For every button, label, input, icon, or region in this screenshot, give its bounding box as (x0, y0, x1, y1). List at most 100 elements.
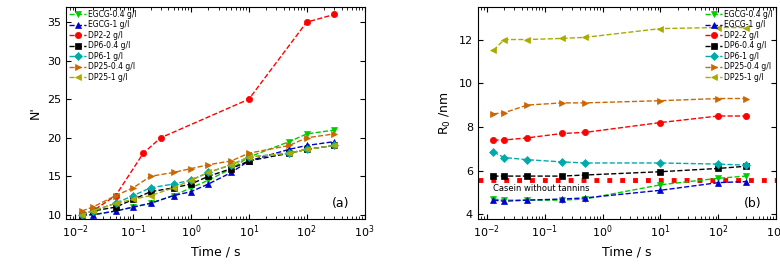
DP6-0.4 g/l (186, 183, 196, 186)
EGCG-1 g/l (186, 190, 196, 193)
DP25-0.4 g/l (186, 167, 196, 170)
Line: EGCG-0.4 g/l: EGCG-0.4 g/l (491, 173, 749, 203)
DP2-2 g/l (139, 151, 148, 155)
Legend: EGCG-0.4 g/l, EGCG-1 g/l, DP2-2 g/l, DP6-0.4 g/l, DP6-1 g/l, DP25-0.4 g/l, DP25-: EGCG-0.4 g/l, EGCG-1 g/l, DP2-2 g/l, DP6… (704, 9, 774, 83)
Text: (b): (b) (743, 197, 761, 210)
DP6-0.4 g/l (580, 173, 590, 177)
DP6-0.4 g/l (489, 174, 498, 178)
EGCG-1 g/l (88, 213, 98, 217)
EGCG-0.4 g/l (204, 178, 213, 182)
DP6-1 g/l (88, 209, 98, 212)
DP2-2 g/l (302, 21, 311, 24)
Y-axis label: R$_0$ /nm: R$_0$ /nm (438, 91, 453, 135)
DP25-1 g/l (656, 27, 665, 30)
EGCG-1 g/l (741, 180, 750, 183)
DP25-0.4 g/l (499, 111, 509, 114)
Line: DP6-1 g/l: DP6-1 g/l (491, 149, 749, 168)
DP6-1 g/l (499, 156, 509, 159)
EGCG-0.4 g/l (302, 132, 311, 136)
Line: DP6-0.4 g/l: DP6-0.4 g/l (491, 163, 749, 179)
DP6-1 g/l (741, 164, 750, 167)
DP6-1 g/l (227, 163, 236, 166)
EGCG-0.4 g/l (558, 198, 567, 202)
EGCG-0.4 g/l (523, 198, 532, 202)
DP6-1 g/l (111, 202, 120, 205)
DP25-0.4 g/l (302, 136, 311, 139)
EGCG-1 g/l (714, 181, 723, 184)
EGCG-0.4 g/l (499, 198, 509, 202)
DP25-0.4 g/l (146, 175, 155, 178)
Text: (a): (a) (332, 197, 349, 210)
DP6-1 g/l (302, 148, 311, 151)
EGCG-1 g/l (129, 205, 138, 209)
DP25-1 g/l (714, 26, 723, 29)
DP6-0.4 g/l (169, 186, 179, 190)
Line: DP6-1 g/l: DP6-1 g/l (79, 142, 338, 218)
DP25-0.4 g/l (285, 144, 294, 147)
EGCG-1 g/l (227, 171, 236, 174)
DP25-0.4 g/l (714, 97, 723, 100)
DP25-1 g/l (558, 37, 567, 40)
EGCG-1 g/l (244, 159, 254, 163)
DP6-1 g/l (714, 163, 723, 166)
EGCG-0.4 g/l (285, 140, 294, 143)
Text: Casein without tannins: Casein without tannins (494, 184, 590, 193)
DP2-2 g/l (489, 139, 498, 142)
Line: EGCG-0.4 g/l: EGCG-0.4 g/l (79, 127, 338, 218)
DP25-1 g/l (111, 202, 120, 205)
DP2-2 g/l (330, 13, 339, 16)
DP6-0.4 g/l (741, 165, 750, 168)
DP2-2 g/l (714, 114, 723, 118)
EGCG-0.4 g/l (88, 213, 98, 217)
EGCG-0.4 g/l (580, 197, 590, 201)
DP6-0.4 g/l (285, 151, 294, 155)
DP6-0.4 g/l (204, 175, 213, 178)
DP6-1 g/l (558, 160, 567, 164)
EGCG-1 g/l (204, 183, 213, 186)
Y-axis label: N': N' (29, 106, 42, 119)
Line: DP2-2 g/l: DP2-2 g/l (79, 11, 338, 218)
DP25-1 g/l (146, 194, 155, 197)
DP6-1 g/l (523, 158, 532, 161)
EGCG-0.4 g/l (489, 197, 498, 201)
EGCG-0.4 g/l (227, 167, 236, 170)
EGCG-1 g/l (146, 202, 155, 205)
DP25-1 g/l (244, 156, 254, 159)
DP6-1 g/l (489, 150, 498, 154)
DP2-2 g/l (741, 114, 750, 118)
DP2-2 g/l (156, 136, 165, 139)
DP2-2 g/l (244, 98, 254, 101)
DP2-2 g/l (499, 139, 509, 142)
DP25-0.4 g/l (330, 132, 339, 136)
DP6-1 g/l (285, 151, 294, 155)
DP6-0.4 g/l (227, 167, 236, 170)
EGCG-1 g/l (489, 198, 498, 202)
DP25-1 g/l (330, 144, 339, 147)
DP6-0.4 g/l (302, 148, 311, 151)
EGCG-0.4 g/l (129, 205, 138, 209)
DP25-1 g/l (77, 213, 87, 217)
DP6-1 g/l (169, 183, 179, 186)
DP25-1 g/l (741, 26, 750, 29)
EGCG-0.4 g/l (714, 177, 723, 180)
DP6-0.4 g/l (330, 144, 339, 147)
DP25-1 g/l (88, 209, 98, 212)
DP6-1 g/l (330, 144, 339, 147)
EGCG-0.4 g/l (244, 156, 254, 159)
EGCG-0.4 g/l (111, 209, 120, 212)
DP2-2 g/l (558, 132, 567, 135)
EGCG-1 g/l (330, 140, 339, 143)
DP25-0.4 g/l (558, 101, 567, 104)
DP6-0.4 g/l (244, 159, 254, 163)
EGCG-0.4 g/l (656, 183, 665, 187)
DP6-0.4 g/l (111, 205, 120, 209)
EGCG-1 g/l (111, 209, 120, 212)
DP25-1 g/l (169, 186, 179, 190)
DP2-2 g/l (580, 131, 590, 134)
EGCG-1 g/l (285, 148, 294, 151)
EGCG-0.4 g/l (186, 186, 196, 190)
DP25-1 g/l (302, 148, 311, 151)
DP6-1 g/l (186, 178, 196, 182)
Line: EGCG-1 g/l: EGCG-1 g/l (79, 139, 338, 218)
EGCG-0.4 g/l (330, 129, 339, 132)
